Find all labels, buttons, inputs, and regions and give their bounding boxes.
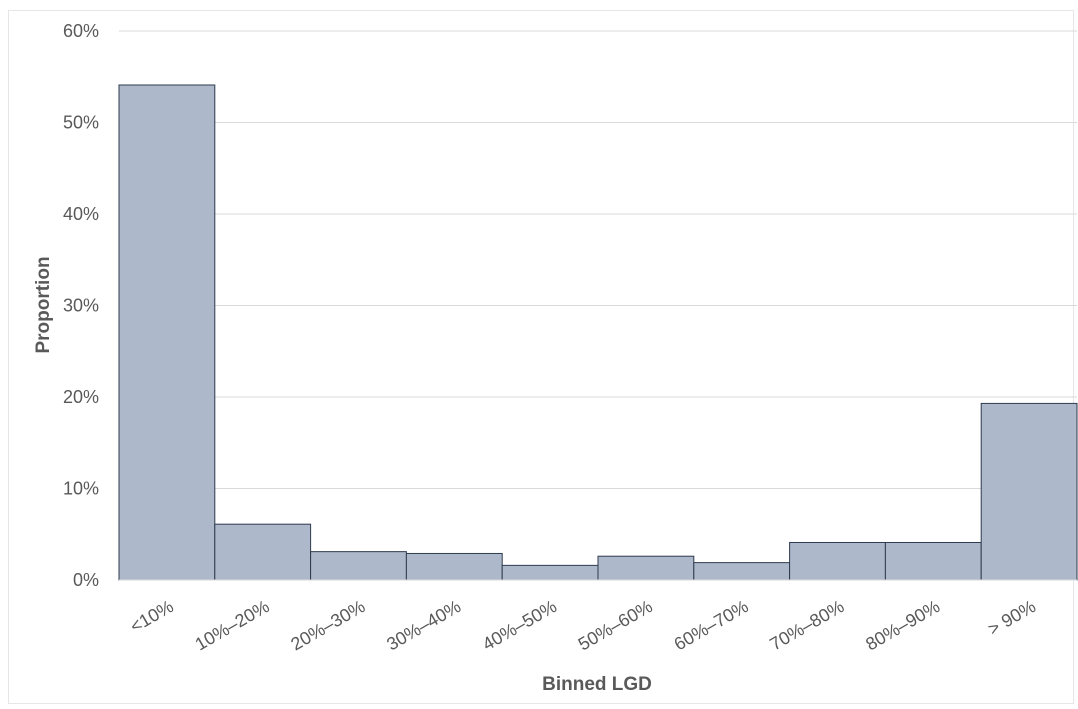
- y-tick-label: 0%: [73, 570, 99, 590]
- y-tick-label: 50%: [63, 113, 99, 133]
- y-tick-label: 60%: [63, 21, 99, 41]
- chart-frame: [8, 10, 1074, 704]
- y-tick-label: 20%: [63, 387, 99, 407]
- y-tick-label: 10%: [63, 479, 99, 499]
- y-tick-label: 40%: [63, 204, 99, 224]
- x-tick-label: 40%–50%: [479, 596, 560, 654]
- bar: [789, 541, 886, 581]
- bar: [980, 402, 1078, 581]
- x-tick-label: 60%–70%: [671, 596, 752, 654]
- x-tick-label: 80%–90%: [862, 596, 943, 654]
- bars: [118, 84, 1078, 581]
- y-tick-labels: 0% 10% 20% 30% 40% 50% 60%: [63, 21, 99, 590]
- y-axis-title: Proportion: [33, 256, 54, 353]
- bar: [501, 564, 599, 581]
- x-axis-title: Binned LGD: [542, 674, 652, 695]
- x-tick-label: > 90%: [984, 596, 1039, 639]
- x-tick-label: 70%–80%: [766, 596, 847, 654]
- x-tick-label: <10%: [127, 596, 177, 637]
- x-tick-label: 10%–20%: [192, 596, 273, 654]
- x-tick-labels: <10% 10%–20% 20%–30% 30%–40% 40%–50% 50%–60% 6…: [127, 596, 1040, 654]
- bar: [405, 552, 503, 581]
- y-tick-label: 30%: [63, 296, 99, 316]
- bar: [310, 551, 407, 581]
- x-tick-label: 20%–30%: [287, 596, 368, 654]
- bar: [597, 555, 695, 581]
- bar: [693, 562, 791, 581]
- bar: [118, 84, 216, 581]
- bar: [884, 541, 982, 581]
- x-tick-label: 50%–60%: [575, 596, 656, 654]
- x-tick-label: 30%–40%: [383, 596, 464, 654]
- gridlines: [119, 30, 1077, 489]
- bar: [214, 523, 312, 581]
